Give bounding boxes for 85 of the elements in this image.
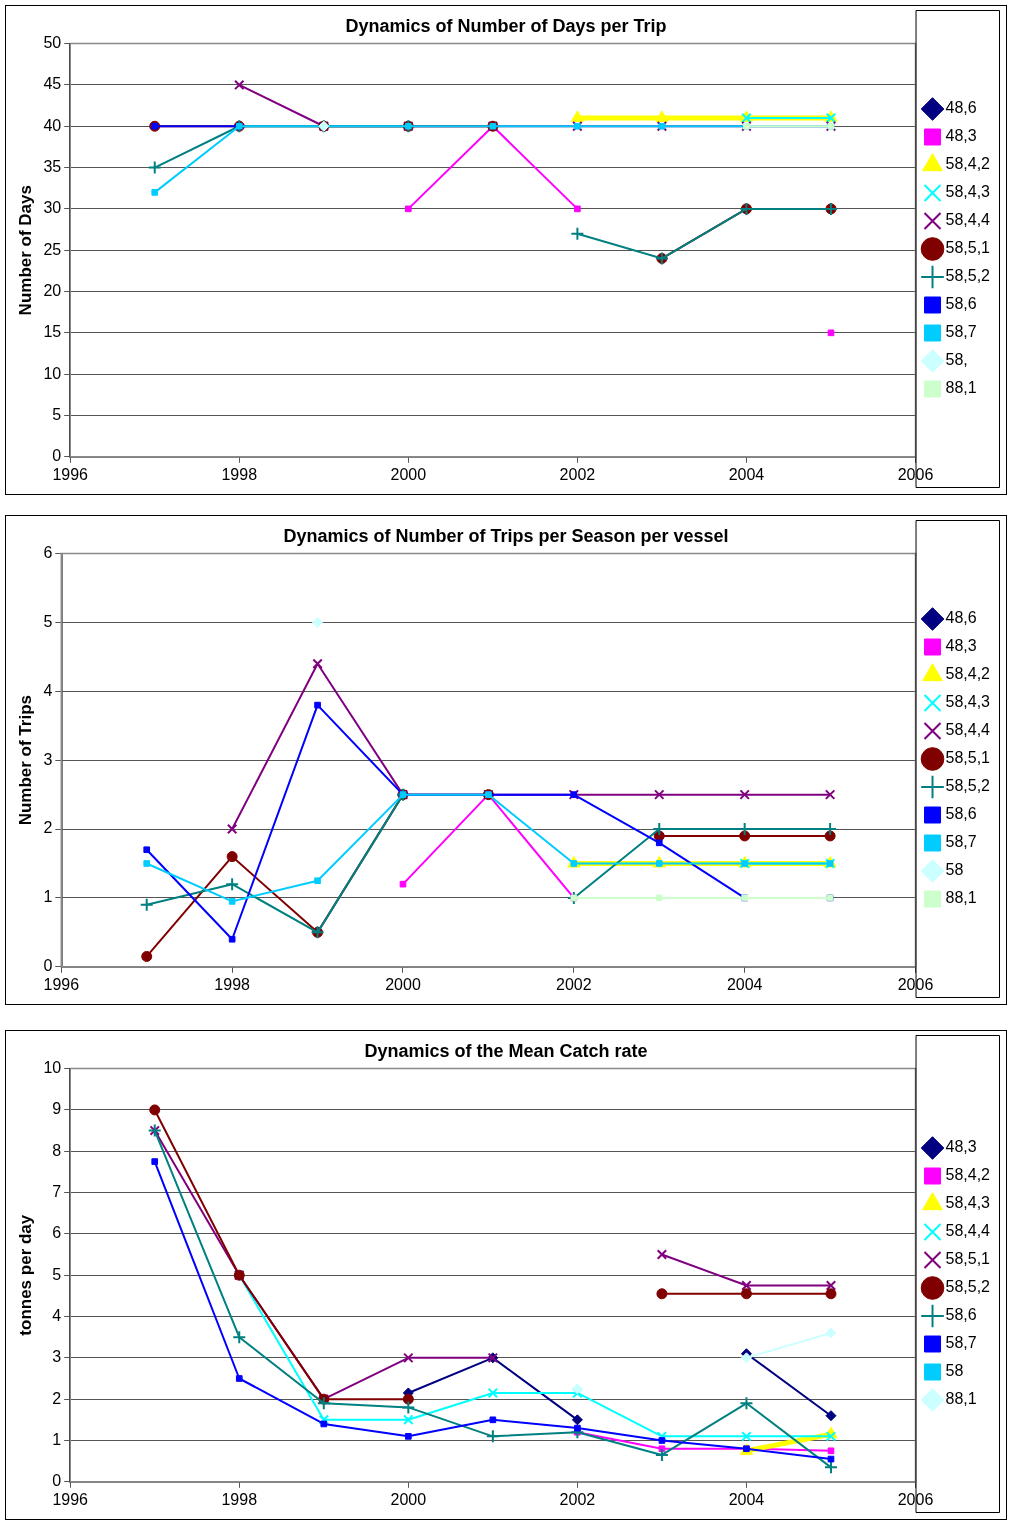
y-tick-label: 5 [52, 1265, 62, 1283]
x-tick-label: 2004 [728, 465, 765, 483]
legend-label: 48,3 [945, 637, 977, 655]
legend-label: 58,6 [945, 1306, 977, 1324]
y-tick-label: 25 [43, 240, 62, 258]
legend-label: 58,4,4 [945, 1222, 991, 1240]
x-tick-label: 1998 [221, 1490, 258, 1508]
y-tick-label: 4 [52, 1306, 62, 1324]
y-tick-label: 45 [43, 75, 62, 93]
y-tick-label: 50 [43, 34, 62, 52]
x-tick-label: 1996 [52, 1490, 89, 1508]
y-axis-title: Number of Trips [15, 695, 35, 826]
legend-label: 48,3 [945, 1138, 977, 1156]
legend-label: 58,4,4 [945, 211, 991, 229]
y-tick-label: 8 [52, 1141, 62, 1159]
legend-label: 58,4,3 [945, 183, 991, 201]
legend-label: 58,4,3 [945, 1194, 991, 1212]
y-tick-label: 1 [43, 888, 53, 906]
legend-label: 58 [945, 861, 964, 879]
y-tick-label: 2 [52, 1389, 62, 1407]
y-tick-label: 3 [52, 1348, 62, 1366]
y-tick-label: 4 [43, 681, 53, 699]
y-tick-label: 20 [43, 281, 62, 299]
legend-label: 58,4,2 [945, 665, 991, 683]
y-tick-label: 15 [43, 323, 62, 341]
chart-title: Dynamics of Number of Days per Trip [345, 15, 667, 36]
legend-label: 58,6 [945, 805, 977, 823]
x-tick-label: 2000 [390, 1490, 427, 1508]
y-tick-label: 5 [43, 612, 53, 630]
legend-label: 48,3 [945, 127, 977, 145]
legend-label: 58, [945, 351, 968, 369]
legend-label: 58,7 [945, 1334, 977, 1352]
chart-title: Dynamics of Number of Trips per Season per vessel [283, 525, 729, 546]
legend-label: 58,5,2 [945, 777, 991, 795]
y-tick-label: 10 [43, 364, 62, 382]
x-tick-label: 2006 [897, 465, 934, 483]
legend-label: 88,1 [945, 889, 977, 907]
y-tick-label: 30 [43, 199, 62, 217]
x-tick-label: 2002 [556, 975, 592, 993]
legend-label: 58,4,3 [945, 693, 991, 711]
legend-label: 58,5,2 [945, 267, 991, 285]
x-tick-label: 2006 [897, 1490, 934, 1508]
legend-label: 58,5,1 [945, 239, 991, 257]
chart-title: Dynamics of the Mean Catch rate [364, 1040, 648, 1061]
x-tick-label: 2000 [390, 465, 427, 483]
legend-label: 58,4,2 [945, 155, 991, 173]
y-tick-label: 6 [52, 1224, 62, 1242]
y-tick-label: 2 [43, 819, 53, 837]
legend-label: 88,1 [945, 1390, 977, 1408]
y-tick-label: 6 [43, 544, 53, 562]
y-tick-label: 1 [52, 1430, 62, 1448]
legend-label: 88,1 [945, 379, 977, 397]
legend-label: 58,7 [945, 323, 977, 341]
legend-label: 58,6 [945, 295, 977, 313]
x-tick-label: 2002 [559, 1490, 596, 1508]
x-tick-label: 2000 [385, 975, 421, 993]
legend-label: 58,5,2 [945, 1278, 991, 1296]
y-tick-label: 3 [43, 750, 53, 768]
legend-label: 58,5,1 [945, 1250, 991, 1268]
x-tick-label: 2004 [728, 1490, 765, 1508]
legend-label: 58,4,4 [945, 721, 991, 739]
y-tick-label: 7 [52, 1182, 62, 1200]
y-tick-label: 0 [43, 957, 53, 975]
y-tick-label: 40 [43, 116, 62, 134]
y-tick-label: 0 [52, 1472, 62, 1490]
legend-label: 58,7 [945, 833, 977, 851]
y-axis-title: Number of Days [15, 185, 35, 316]
legend-label: 48,6 [945, 99, 977, 117]
legend-label: 58,5,1 [945, 749, 991, 767]
x-tick-label: 1998 [221, 465, 258, 483]
legend-label: 58,4,2 [945, 1166, 991, 1184]
x-tick-label: 2006 [897, 975, 934, 993]
y-tick-label: 35 [43, 157, 62, 175]
y-axis-title: tonnes per day [15, 1214, 35, 1336]
legend-label: 58 [945, 1362, 964, 1380]
legend-label: 48,6 [945, 609, 977, 627]
x-tick-label: 2002 [559, 465, 596, 483]
x-tick-label: 1996 [52, 465, 89, 483]
y-tick-label: 9 [52, 1100, 62, 1118]
y-tick-label: 0 [52, 447, 62, 465]
y-tick-label: 5 [52, 405, 62, 423]
x-tick-label: 1996 [43, 975, 80, 993]
y-tick-label: 10 [43, 1059, 62, 1077]
x-tick-label: 2004 [726, 975, 763, 993]
x-tick-label: 1998 [214, 975, 251, 993]
